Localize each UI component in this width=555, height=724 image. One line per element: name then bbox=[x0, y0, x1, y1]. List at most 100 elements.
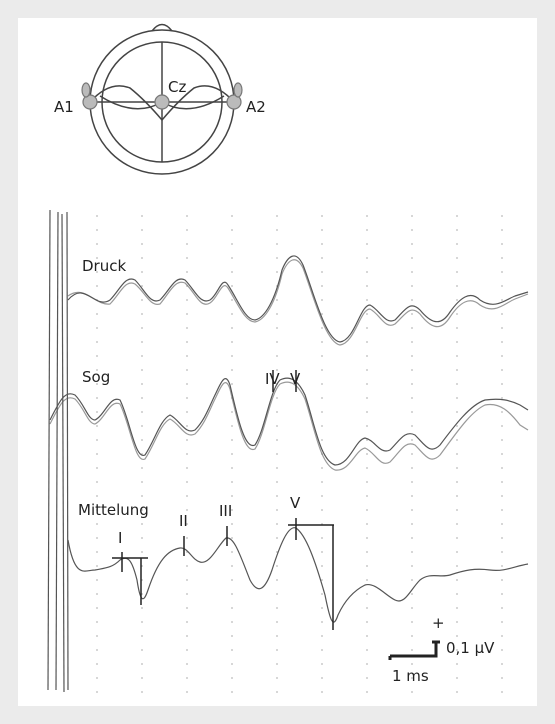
grid-dot bbox=[501, 411, 503, 413]
grid-dot bbox=[456, 271, 458, 273]
grid-dot bbox=[231, 593, 233, 595]
grid-dot bbox=[321, 215, 323, 217]
grid-dot bbox=[141, 215, 143, 217]
grid-dot bbox=[366, 523, 368, 525]
grid-dot bbox=[276, 313, 278, 315]
grid-dot bbox=[366, 425, 368, 427]
grid-dot bbox=[186, 243, 188, 245]
grid-dot bbox=[411, 341, 413, 343]
grid-dot bbox=[141, 313, 143, 315]
grid-dot bbox=[141, 229, 143, 231]
grid-dot bbox=[411, 509, 413, 511]
grid-dot bbox=[96, 215, 98, 217]
grid-dot bbox=[501, 663, 503, 665]
grid-dot bbox=[96, 495, 98, 497]
grid-dot bbox=[411, 383, 413, 385]
grid-dot bbox=[186, 369, 188, 371]
grid-dot bbox=[96, 565, 98, 567]
grid-dot bbox=[186, 677, 188, 679]
grid-dot bbox=[366, 341, 368, 343]
grid-dot bbox=[276, 439, 278, 441]
grid-dot bbox=[456, 313, 458, 315]
grid-dot bbox=[321, 425, 323, 427]
grid-dot bbox=[231, 663, 233, 665]
grid-dot bbox=[186, 663, 188, 665]
grid-dot bbox=[321, 677, 323, 679]
grid-dot bbox=[366, 635, 368, 637]
grid-dot bbox=[96, 327, 98, 329]
grid-dot bbox=[96, 341, 98, 343]
grid-dot bbox=[366, 327, 368, 329]
grid-dot bbox=[321, 551, 323, 553]
grid-dot bbox=[231, 243, 233, 245]
grid-dot bbox=[141, 691, 143, 693]
ear bbox=[82, 83, 90, 97]
grid-dot bbox=[501, 243, 503, 245]
grid-dot bbox=[231, 215, 233, 217]
grid-dot bbox=[366, 649, 368, 651]
grid-dot bbox=[456, 453, 458, 455]
grid-dot bbox=[276, 481, 278, 483]
grid-dot bbox=[231, 621, 233, 623]
grid-dot bbox=[276, 243, 278, 245]
ear bbox=[234, 83, 242, 97]
grid-dot bbox=[321, 229, 323, 231]
grid-dot bbox=[96, 285, 98, 287]
grid-dot bbox=[321, 607, 323, 609]
grid-dot bbox=[186, 439, 188, 441]
peak-label: III bbox=[219, 502, 232, 520]
grid-dot bbox=[366, 411, 368, 413]
grid-dot bbox=[501, 579, 503, 581]
grid-dot bbox=[276, 355, 278, 357]
grid-dot bbox=[276, 593, 278, 595]
grid-dot bbox=[276, 509, 278, 511]
grid-dot bbox=[411, 327, 413, 329]
grid-dot bbox=[186, 215, 188, 217]
scale-amplitude: 0,1 µV bbox=[446, 639, 495, 657]
grid-dot bbox=[96, 355, 98, 357]
grid-dot bbox=[186, 383, 188, 385]
grid-dot bbox=[366, 607, 368, 609]
grid-dot bbox=[321, 593, 323, 595]
trace-label: Mittelung bbox=[78, 501, 149, 519]
electrode-label: A1 bbox=[54, 98, 74, 116]
grid-dot bbox=[366, 481, 368, 483]
grid-dot bbox=[501, 509, 503, 511]
grid-dot bbox=[231, 271, 233, 273]
grid-dot bbox=[411, 691, 413, 693]
grid-dot bbox=[366, 467, 368, 469]
grid-dot bbox=[96, 397, 98, 399]
grid-dot bbox=[231, 411, 233, 413]
grid-dot bbox=[231, 453, 233, 455]
grid-dot bbox=[366, 551, 368, 553]
grid-dot bbox=[456, 537, 458, 539]
grid-dot bbox=[456, 369, 458, 371]
grid-dot bbox=[96, 243, 98, 245]
grid-dot bbox=[501, 327, 503, 329]
grid-dot bbox=[96, 411, 98, 413]
figure: Cz A1 A2 Druck Sog Mittelung IV V I II I… bbox=[0, 0, 555, 724]
grid-dot bbox=[231, 327, 233, 329]
grid-dot bbox=[456, 663, 458, 665]
grid-dot bbox=[411, 257, 413, 259]
grid-dot bbox=[501, 341, 503, 343]
grid-dot bbox=[321, 313, 323, 315]
grid-dot bbox=[141, 607, 143, 609]
grid-dot bbox=[411, 453, 413, 455]
grid-dot bbox=[411, 551, 413, 553]
peak-label: V bbox=[290, 370, 301, 388]
grid-dot bbox=[411, 243, 413, 245]
peak-label: V bbox=[290, 494, 301, 512]
grid-dot bbox=[411, 369, 413, 371]
grid-dot bbox=[501, 439, 503, 441]
grid-dot bbox=[141, 355, 143, 357]
grid-dot bbox=[231, 439, 233, 441]
grid-dot bbox=[366, 243, 368, 245]
grid-dot bbox=[411, 481, 413, 483]
grid-dot bbox=[411, 299, 413, 301]
grid-dot bbox=[321, 663, 323, 665]
grid-dot bbox=[276, 397, 278, 399]
grid-dot bbox=[321, 257, 323, 259]
grid-dot bbox=[366, 691, 368, 693]
grid-dot bbox=[141, 635, 143, 637]
